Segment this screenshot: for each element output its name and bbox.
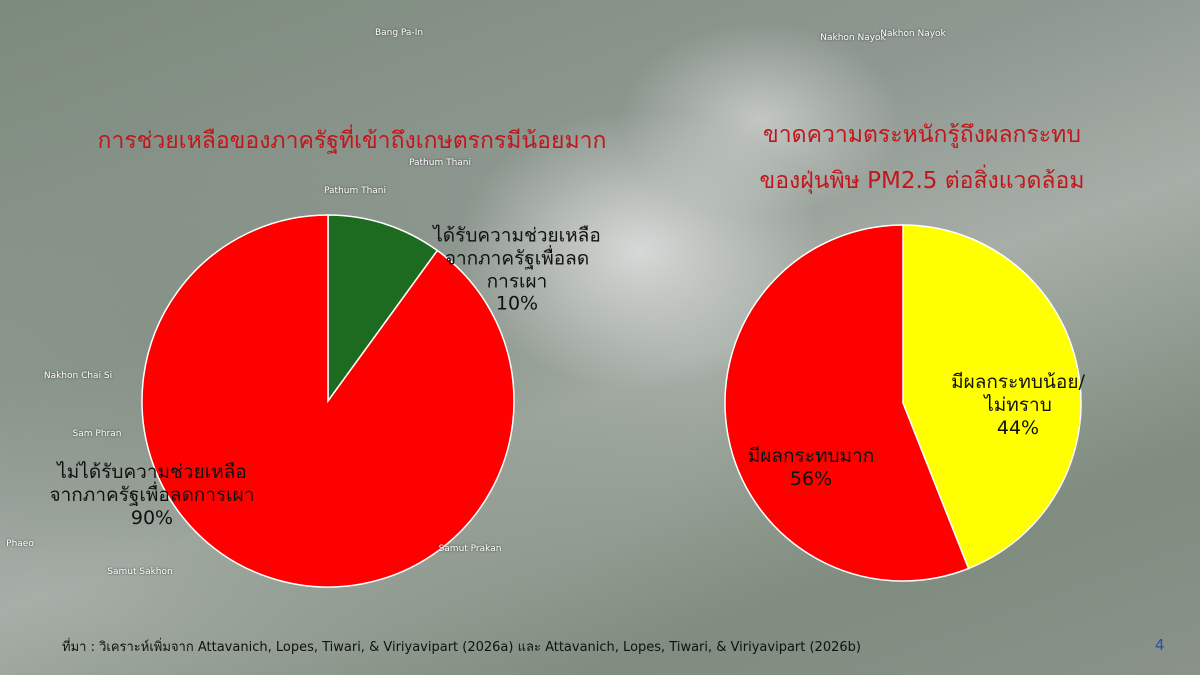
pie-slice xyxy=(141,214,515,588)
slice-value: 10% xyxy=(495,292,539,315)
slice-value: 90% xyxy=(130,506,174,529)
map-label: Sam Phran xyxy=(72,429,122,439)
chart-title: ขาดความตระหนักรู้ถึงผลกระทบของฝุ่นพิษ PM… xyxy=(760,112,1085,204)
map-label: Phaeo xyxy=(6,539,34,549)
slice-name: มีผลกระทบน้อย/ไม่ทราบ xyxy=(951,370,1085,416)
map-label: Samut Prakan xyxy=(438,544,502,554)
map-label: Nakhon Nayok xyxy=(820,33,886,43)
chart-title: การช่วยเหลือของภาครัฐที่เข้าถึงเกษตรกรมี… xyxy=(98,118,607,164)
source-note: ที่มา : วิเคราะห์เพิ่มจาก Attavanich, Lo… xyxy=(62,640,861,655)
map-label: Samut Sakhon xyxy=(107,567,173,577)
slice-name: มีผลกระทบมาก xyxy=(747,445,875,468)
chart-title-line: ขาดความตระหนักรู้ถึงผลกระทบ xyxy=(763,122,1081,148)
pie-slice xyxy=(327,214,439,404)
slice-value: 56% xyxy=(789,468,833,490)
map-label: Pathum Thani xyxy=(323,186,387,196)
map-label: Nakhon Nayok xyxy=(880,29,946,39)
slice-name: ไม่ได้รับความช่วยเหลือจากภาครัฐเพื่อลดกา… xyxy=(49,460,255,506)
slice-name: ได้รับความช่วยเหลือจากภาครัฐเพื่อลดการเผ… xyxy=(433,224,601,292)
map-label: Nakhon Chai Si xyxy=(43,371,113,381)
page-number: 4 xyxy=(1155,636,1165,654)
slice-label: มีผลกระทบมาก 56% xyxy=(746,445,876,491)
slice-label: ไม่ได้รับความช่วยเหลือจากภาครัฐเพื่อลดกา… xyxy=(47,461,257,529)
map-label: Bang Pa-In xyxy=(374,28,424,38)
pie-slice xyxy=(724,224,970,582)
pie-slice xyxy=(902,224,1082,570)
chart-title-line: ของฝุ่นพิษ PM2.5 ต่อสิ่งแวดล้อม xyxy=(759,168,1085,194)
slice-label: ได้รับความช่วยเหลือจากภาครัฐเพื่อลดการเผ… xyxy=(430,224,605,315)
slice-label: มีผลกระทบน้อย/ไม่ทราบ 44% xyxy=(943,371,1093,439)
map-label: Pathum Thani xyxy=(408,158,472,168)
slice-value: 44% xyxy=(996,416,1040,439)
chart-title-line: การช่วยเหลือของภาครัฐที่เข้าถึงเกษตรกรมี… xyxy=(97,128,607,154)
